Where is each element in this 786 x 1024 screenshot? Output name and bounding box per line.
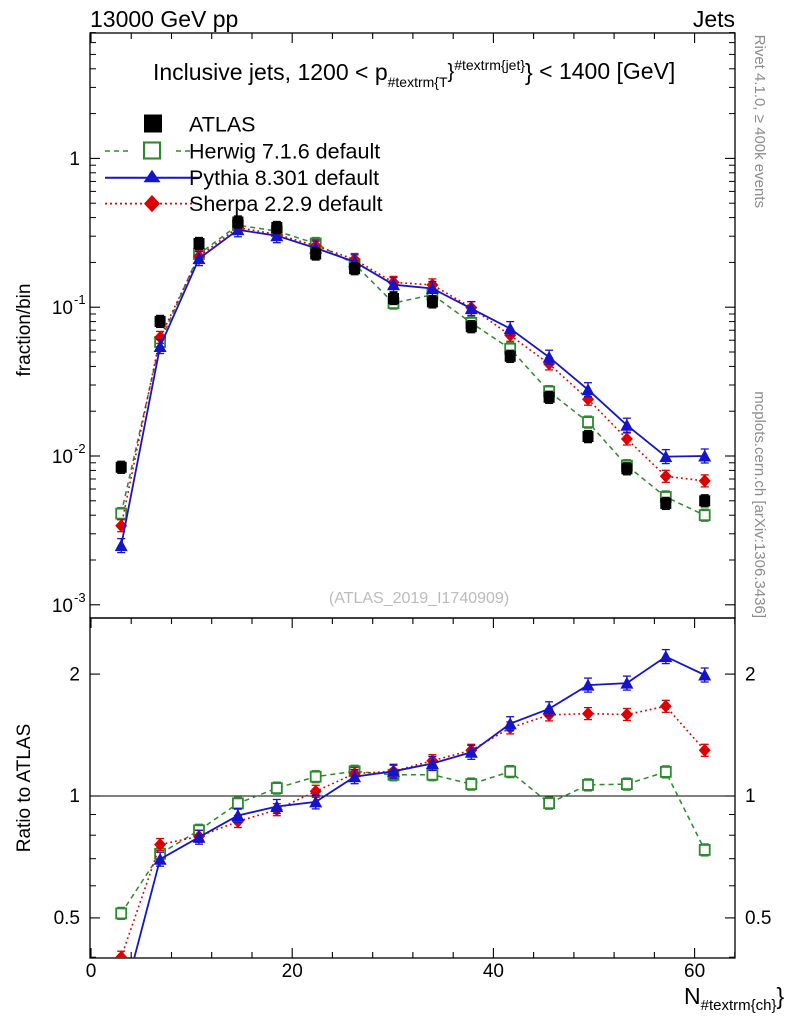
svg-text:Herwig 7.1.6 default: Herwig 7.1.6 default — [189, 140, 380, 164]
svg-text:0.5: 0.5 — [54, 908, 80, 929]
svg-text:Ratio to ATLAS: Ratio to ATLAS — [14, 724, 35, 853]
svg-text:10: 10 — [52, 298, 73, 319]
svg-text:0: 0 — [86, 961, 97, 982]
svg-text:1: 1 — [69, 149, 80, 170]
svg-text:Pythia 8.301 default: Pythia 8.301 default — [189, 166, 379, 190]
svg-text:Rivet 4.1.0, ≥ 400k events: Rivet 4.1.0, ≥ 400k events — [751, 35, 768, 208]
svg-text:-3: -3 — [74, 590, 86, 605]
svg-text:20: 20 — [282, 961, 303, 982]
svg-text:40: 40 — [483, 961, 504, 982]
svg-text:2: 2 — [69, 665, 80, 686]
svg-text:mcplots.cern.ch [arXiv:1306.34: mcplots.cern.ch [arXiv:1306.3436] — [751, 391, 768, 618]
svg-text:1: 1 — [69, 786, 80, 807]
svg-text:0.5: 0.5 — [745, 908, 771, 929]
svg-text:-1: -1 — [74, 292, 86, 307]
svg-text:ATLAS: ATLAS — [189, 113, 256, 137]
svg-text:1: 1 — [745, 786, 756, 807]
svg-text:Sherpa 2.2.9 default: Sherpa 2.2.9 default — [189, 192, 383, 216]
svg-text:Jets: Jets — [693, 6, 735, 32]
svg-text:60: 60 — [684, 961, 705, 982]
svg-text:13000 GeV pp: 13000 GeV pp — [90, 6, 238, 32]
svg-text:10: 10 — [52, 596, 73, 617]
svg-text:fraction/bin: fraction/bin — [14, 284, 35, 377]
svg-text:10: 10 — [52, 447, 73, 468]
svg-text:2: 2 — [745, 665, 756, 686]
svg-text:(ATLAS_2019_I1740909): (ATLAS_2019_I1740909) — [329, 590, 509, 607]
svg-text:-2: -2 — [74, 441, 86, 456]
